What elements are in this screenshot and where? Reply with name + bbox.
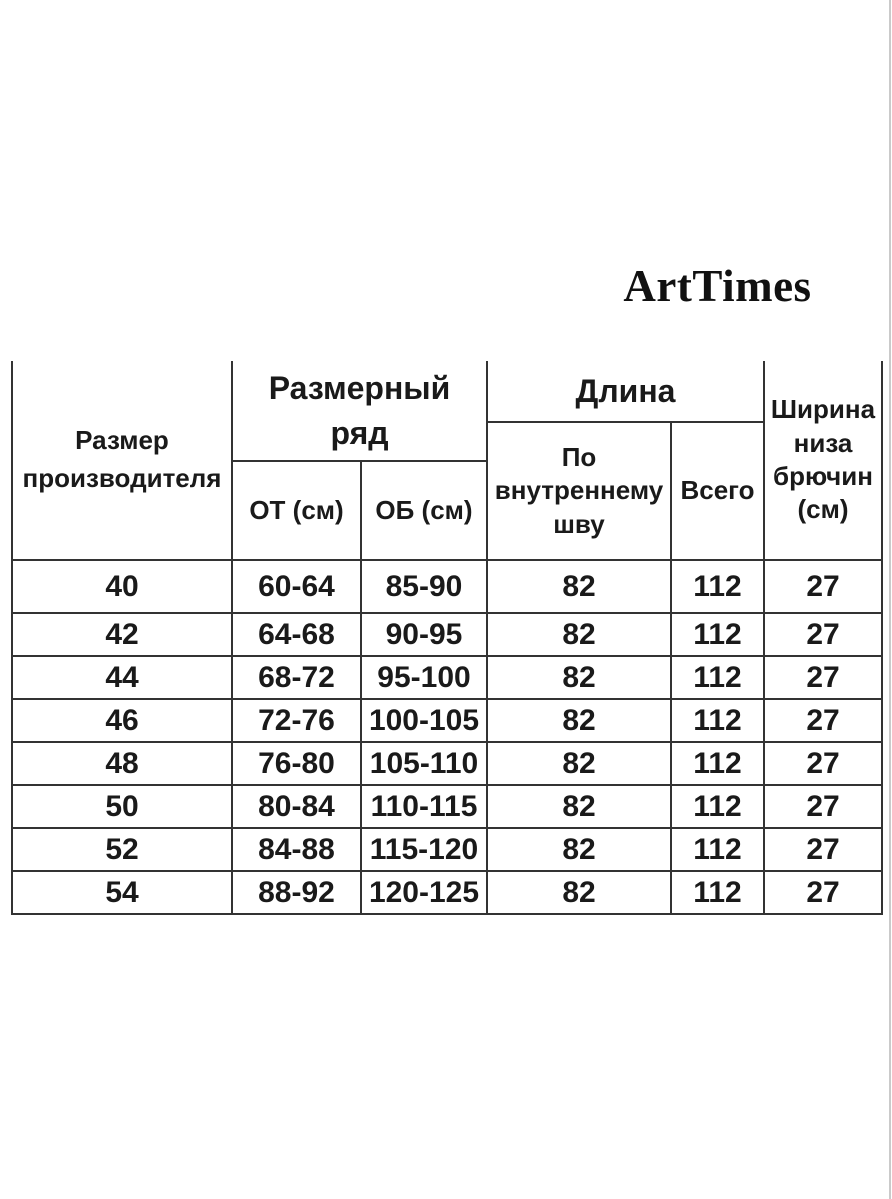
cell-value: 27 [765, 829, 883, 872]
cell-value: 112 [672, 743, 765, 786]
cell-value: 112 [672, 561, 765, 614]
header-inner-seam: По внутреннему шву [488, 423, 672, 561]
cell-value: 82 [488, 700, 672, 743]
header-size-range: Размерный ряд [233, 361, 488, 462]
cell-value: 112 [672, 657, 765, 700]
cell-value: 27 [765, 743, 883, 786]
cell-value: 27 [765, 872, 883, 915]
cell-value: 82 [488, 657, 672, 700]
cell-value: 112 [672, 786, 765, 829]
header-total: Всего [672, 423, 765, 561]
cell-size: 44 [11, 657, 233, 700]
size-chart-table: Размер производителя Размерный ряд ОТ (с… [11, 361, 883, 915]
header-hips: ОБ (см) [362, 462, 488, 561]
header-waist: ОТ (см) [233, 462, 362, 561]
cell-size: 40 [11, 561, 233, 614]
cell-value: 112 [672, 614, 765, 657]
cell-value: 76-80 [233, 743, 362, 786]
right-edge-line [889, 0, 891, 1199]
cell-value: 27 [765, 614, 883, 657]
cell-value: 95-100 [362, 657, 488, 700]
cell-value: 120-125 [362, 872, 488, 915]
cell-value: 82 [488, 614, 672, 657]
cell-value: 115-120 [362, 829, 488, 872]
cell-size: 52 [11, 829, 233, 872]
cell-value: 90-95 [362, 614, 488, 657]
cell-size: 46 [11, 700, 233, 743]
cell-value: 27 [765, 786, 883, 829]
header-length: Длина [488, 361, 765, 423]
cell-size: 42 [11, 614, 233, 657]
cell-value: 112 [672, 829, 765, 872]
cell-value: 88-92 [233, 872, 362, 915]
header-manufacturer-size: Размер производителя [11, 361, 233, 561]
cell-value: 112 [672, 872, 765, 915]
cell-value: 85-90 [362, 561, 488, 614]
cell-value: 100-105 [362, 700, 488, 743]
cell-value: 27 [765, 561, 883, 614]
cell-value: 82 [488, 872, 672, 915]
cell-size: 54 [11, 872, 233, 915]
brand-logo-text: ArtTimes [623, 261, 812, 311]
cell-value: 80-84 [233, 786, 362, 829]
cell-value: 60-64 [233, 561, 362, 614]
cell-size: 50 [11, 786, 233, 829]
cell-value: 110-115 [362, 786, 488, 829]
cell-value: 68-72 [233, 657, 362, 700]
cell-value: 105-110 [362, 743, 488, 786]
cell-value: 64-68 [233, 614, 362, 657]
cell-value: 82 [488, 786, 672, 829]
cell-value: 82 [488, 743, 672, 786]
cell-value: 27 [765, 657, 883, 700]
cell-value: 27 [765, 700, 883, 743]
cell-value: 84-88 [233, 829, 362, 872]
header-hem-width: Ширина низа брючин (см) [765, 361, 883, 561]
cell-value: 72-76 [233, 700, 362, 743]
cell-value: 82 [488, 829, 672, 872]
cell-size: 48 [11, 743, 233, 786]
cell-value: 82 [488, 561, 672, 614]
cell-value: 112 [672, 700, 765, 743]
